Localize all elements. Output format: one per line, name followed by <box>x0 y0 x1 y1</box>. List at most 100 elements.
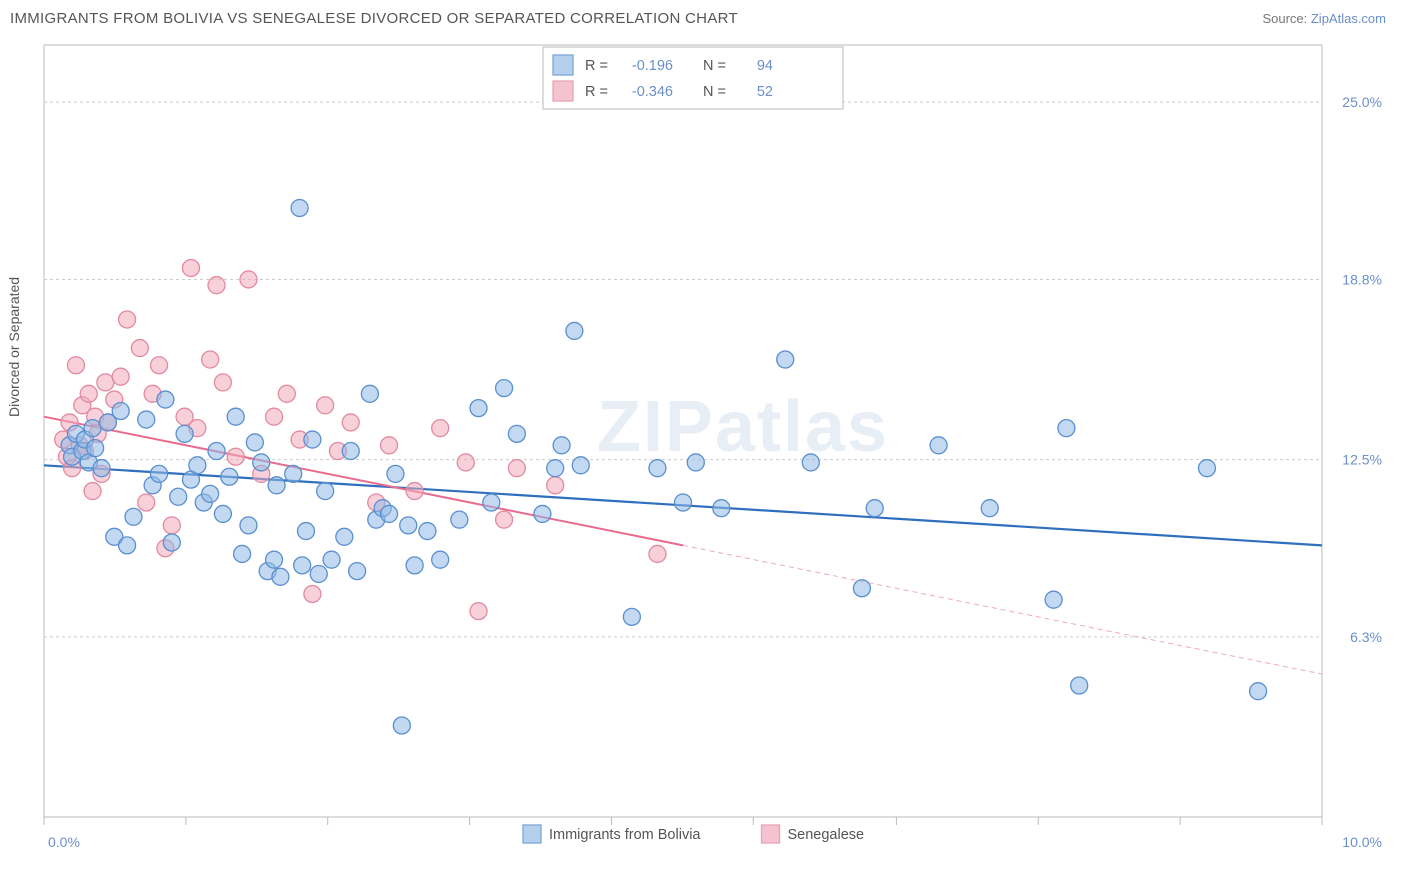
data-point-senegalese <box>381 437 398 454</box>
bottom-legend-label: Senegalese <box>788 827 865 843</box>
data-point-senegalese <box>84 483 101 500</box>
data-point-bolivia <box>361 385 378 402</box>
data-point-bolivia <box>1058 420 1075 437</box>
legend-swatch <box>553 81 573 101</box>
data-point-bolivia <box>268 477 285 494</box>
data-point-bolivia <box>84 420 101 437</box>
y-tick-label: 25.0% <box>1342 94 1382 110</box>
data-point-bolivia <box>802 454 819 471</box>
data-point-bolivia <box>1250 683 1267 700</box>
data-point-senegalese <box>266 408 283 425</box>
data-point-senegalese <box>342 414 359 431</box>
y-axis-title: Divorced or Separated <box>6 277 22 417</box>
trend-line-senegalese <box>44 417 683 546</box>
data-point-bolivia <box>566 322 583 339</box>
data-point-bolivia <box>202 485 219 502</box>
data-point-bolivia <box>294 557 311 574</box>
data-point-bolivia <box>419 523 436 540</box>
data-point-senegalese <box>432 420 449 437</box>
data-point-bolivia <box>119 537 136 554</box>
legend-r-label: R = <box>585 84 608 100</box>
data-point-bolivia <box>272 568 289 585</box>
source-prefix: Source: <box>1262 11 1310 26</box>
data-point-senegalese <box>547 477 564 494</box>
data-point-senegalese <box>138 494 155 511</box>
data-point-bolivia <box>163 534 180 551</box>
x-tick-label-right: 10.0% <box>1342 834 1382 850</box>
data-point-bolivia <box>170 488 187 505</box>
data-point-bolivia <box>393 717 410 734</box>
data-point-senegalese <box>470 603 487 620</box>
header: IMMIGRANTS FROM BOLIVIA VS SENEGALESE DI… <box>0 0 1406 33</box>
data-point-bolivia <box>189 457 206 474</box>
data-point-bolivia <box>400 517 417 534</box>
data-point-bolivia <box>1198 460 1215 477</box>
data-point-bolivia <box>572 457 589 474</box>
data-point-bolivia <box>451 511 468 528</box>
data-point-senegalese <box>214 374 231 391</box>
data-point-senegalese <box>202 351 219 368</box>
data-point-bolivia <box>406 557 423 574</box>
data-point-bolivia <box>534 505 551 522</box>
watermark: ZIPatlas <box>597 387 889 467</box>
legend-n-label: N = <box>703 84 726 100</box>
data-point-senegalese <box>97 374 114 391</box>
data-point-bolivia <box>157 391 174 408</box>
source-link[interactable]: ZipAtlas.com <box>1311 11 1386 26</box>
data-point-senegalese <box>496 511 513 528</box>
data-point-bolivia <box>87 440 104 457</box>
data-point-senegalese <box>406 483 423 500</box>
data-point-bolivia <box>470 400 487 417</box>
data-point-bolivia <box>227 408 244 425</box>
y-tick-label: 18.8% <box>1342 271 1382 287</box>
data-point-bolivia <box>125 508 142 525</box>
data-point-bolivia <box>483 494 500 511</box>
data-point-bolivia <box>930 437 947 454</box>
data-point-bolivia <box>214 505 231 522</box>
data-point-bolivia <box>112 402 129 419</box>
data-point-bolivia <box>508 425 525 442</box>
data-point-bolivia <box>981 500 998 517</box>
bottom-legend-swatch <box>523 825 541 843</box>
data-point-bolivia <box>304 431 321 448</box>
data-point-bolivia <box>310 565 327 582</box>
data-point-senegalese <box>80 385 97 402</box>
data-point-senegalese <box>131 340 148 357</box>
data-point-bolivia <box>675 494 692 511</box>
data-point-bolivia <box>387 465 404 482</box>
data-point-senegalese <box>317 397 334 414</box>
trend-line-senegalese-extrapolated <box>683 545 1322 674</box>
data-point-bolivia <box>349 563 366 580</box>
data-point-bolivia <box>432 551 449 568</box>
legend-n-label: N = <box>703 58 726 74</box>
data-point-bolivia <box>866 500 883 517</box>
data-point-senegalese <box>457 454 474 471</box>
data-point-bolivia <box>336 528 353 545</box>
data-point-bolivia <box>176 425 193 442</box>
correlation-scatter-chart: 6.3%12.5%18.8%25.0%0.0%10.0%ZIPatlasR =-… <box>14 37 1392 877</box>
legend-swatch <box>553 55 573 75</box>
data-point-senegalese <box>182 260 199 277</box>
source-attribution: Source: ZipAtlas.com <box>1262 11 1386 26</box>
data-point-senegalese <box>163 517 180 534</box>
data-point-bolivia <box>138 411 155 428</box>
data-point-senegalese <box>649 545 666 562</box>
data-point-bolivia <box>93 460 110 477</box>
legend-n-value: 94 <box>757 58 773 74</box>
data-point-bolivia <box>285 465 302 482</box>
data-point-bolivia <box>266 551 283 568</box>
data-point-senegalese <box>278 385 295 402</box>
data-point-senegalese <box>119 311 136 328</box>
data-point-bolivia <box>623 608 640 625</box>
data-point-bolivia <box>496 380 513 397</box>
data-point-bolivia <box>253 454 270 471</box>
data-point-senegalese <box>208 277 225 294</box>
data-point-bolivia <box>1045 591 1062 608</box>
legend-n-value: 52 <box>757 84 773 100</box>
data-point-senegalese <box>227 448 244 465</box>
data-point-bolivia <box>323 551 340 568</box>
legend-r-label: R = <box>585 58 608 74</box>
chart-container: Divorced or Separated 6.3%12.5%18.8%25.0… <box>14 37 1392 877</box>
chart-title: IMMIGRANTS FROM BOLIVIA VS SENEGALESE DI… <box>10 10 738 27</box>
data-point-senegalese <box>67 357 84 374</box>
